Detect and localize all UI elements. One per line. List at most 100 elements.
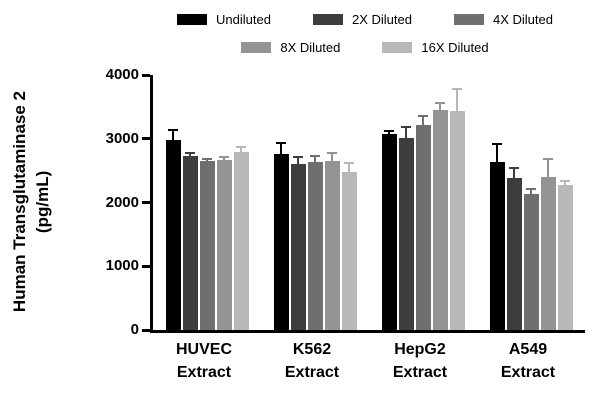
error-bar: [560, 180, 570, 185]
y-tick-label: 4000: [105, 66, 139, 83]
y-tick-mark: [142, 73, 150, 77]
error-bar: [327, 152, 337, 162]
bar: [489, 75, 505, 330]
bar: [540, 75, 556, 330]
y-tick-mark: [142, 328, 150, 332]
x-category-label: A549 Extract: [480, 338, 576, 384]
error-bar: [168, 129, 178, 141]
bar-rect: [449, 111, 465, 330]
bar-rect: [523, 194, 539, 330]
bar-rect: [233, 152, 249, 330]
bar-group: [375, 75, 471, 330]
y-tick-label: 3000: [105, 129, 139, 147]
error-bar: [452, 88, 462, 112]
error-bar-cap: [384, 130, 394, 133]
legend-swatch-icon: [241, 42, 272, 53]
legend-item: 4X Diluted: [453, 12, 553, 27]
bar: [341, 75, 357, 330]
error-bar-cap: [185, 152, 195, 155]
x-category-line1: K562: [292, 341, 332, 358]
x-category-label: HepG2 Extract: [372, 338, 468, 384]
error-bar-cap: [543, 157, 553, 160]
error-bar: [219, 155, 229, 160]
error-bar-cap: [276, 141, 286, 144]
error-bar-cap: [310, 154, 320, 157]
error-bar: [526, 188, 536, 195]
bar-group: [483, 75, 579, 330]
error-bar-cap: [526, 188, 536, 191]
plot-area: 0 1000 2000 3000 4000: [106, 66, 585, 338]
x-category-line2: Extract: [284, 364, 340, 382]
bar-rect: [341, 171, 357, 330]
bar: [307, 75, 323, 330]
bar: [381, 75, 397, 330]
chart-legend: Undiluted 2X Diluted 4X Diluted 8X Diluted 1…: [140, 12, 590, 55]
error-bar-cap: [344, 161, 354, 164]
bar-rect: [324, 161, 340, 330]
bar-rect: [290, 164, 306, 330]
bar-rect: [506, 177, 522, 330]
error-bar: [293, 155, 303, 165]
error-bar: [418, 115, 428, 125]
y-axis-title-line1: Human Transglutaminase 2: [10, 91, 30, 313]
bar: [432, 75, 448, 330]
legend-label: 2X Diluted: [351, 12, 412, 27]
legend-swatch-icon: [453, 14, 484, 25]
x-category-line1: HepG2: [394, 341, 446, 358]
bar-rect: [557, 184, 573, 330]
error-bar: [435, 102, 445, 111]
legend-label: Undiluted: [216, 12, 271, 27]
error-bar-cap: [560, 180, 570, 183]
error-bar-cap: [219, 155, 229, 158]
bar: [199, 75, 215, 330]
error-bar: [185, 152, 195, 156]
bar-rect: [182, 155, 198, 330]
error-bar: [492, 143, 502, 162]
x-category-line2: Extract: [392, 364, 448, 382]
bar-group: [159, 75, 255, 330]
bar-rect: [216, 159, 232, 330]
bar: [523, 75, 539, 330]
x-category-label: HUVEC Extract: [156, 338, 252, 384]
bar: [233, 75, 249, 330]
error-bar: [543, 157, 553, 177]
bar-group: [267, 75, 363, 330]
y-axis-title-text: Human Transglutaminase 2 (pg/mL): [9, 91, 55, 312]
y-axis-title: Human Transglutaminase 2 (pg/mL): [6, 62, 58, 342]
bar-rect: [307, 161, 323, 330]
error-bar-cap: [236, 146, 246, 149]
legend-item: Undiluted: [177, 12, 271, 27]
bar: [182, 75, 198, 330]
bar: [273, 75, 289, 330]
legend-item: 2X Diluted: [312, 12, 412, 27]
bar: [290, 75, 306, 330]
error-bar: [310, 154, 320, 162]
bar-rect: [165, 140, 181, 330]
error-bar: [202, 157, 212, 162]
bar-rect: [489, 161, 505, 330]
legend-item: 16X Diluted: [382, 40, 489, 55]
bar-rect: [432, 110, 448, 330]
error-bar: [509, 167, 519, 178]
error-bar-cap: [293, 155, 303, 158]
bar: [324, 75, 340, 330]
legend-swatch-icon: [177, 14, 208, 25]
x-category-label: K562 Extract: [264, 338, 360, 384]
x-category-line2: Extract: [500, 364, 556, 382]
error-bar: [344, 161, 354, 172]
y-tick-label: 1000: [105, 257, 139, 275]
bar: [449, 75, 465, 330]
bar-rect: [398, 138, 414, 330]
y-tick-label: 0: [130, 321, 139, 338]
error-bar-cap: [418, 115, 428, 118]
error-bar: [236, 146, 246, 153]
bar-rect: [381, 134, 397, 330]
bar: [165, 75, 181, 330]
y-axis-title-line2: (pg/mL): [33, 170, 52, 234]
legend-label: 4X Diluted: [492, 12, 553, 27]
bar-rect: [273, 154, 289, 330]
bar: [557, 75, 573, 330]
legend-row: Undiluted 2X Diluted 4X Diluted: [177, 12, 553, 27]
x-category-line1: A549: [508, 341, 548, 358]
